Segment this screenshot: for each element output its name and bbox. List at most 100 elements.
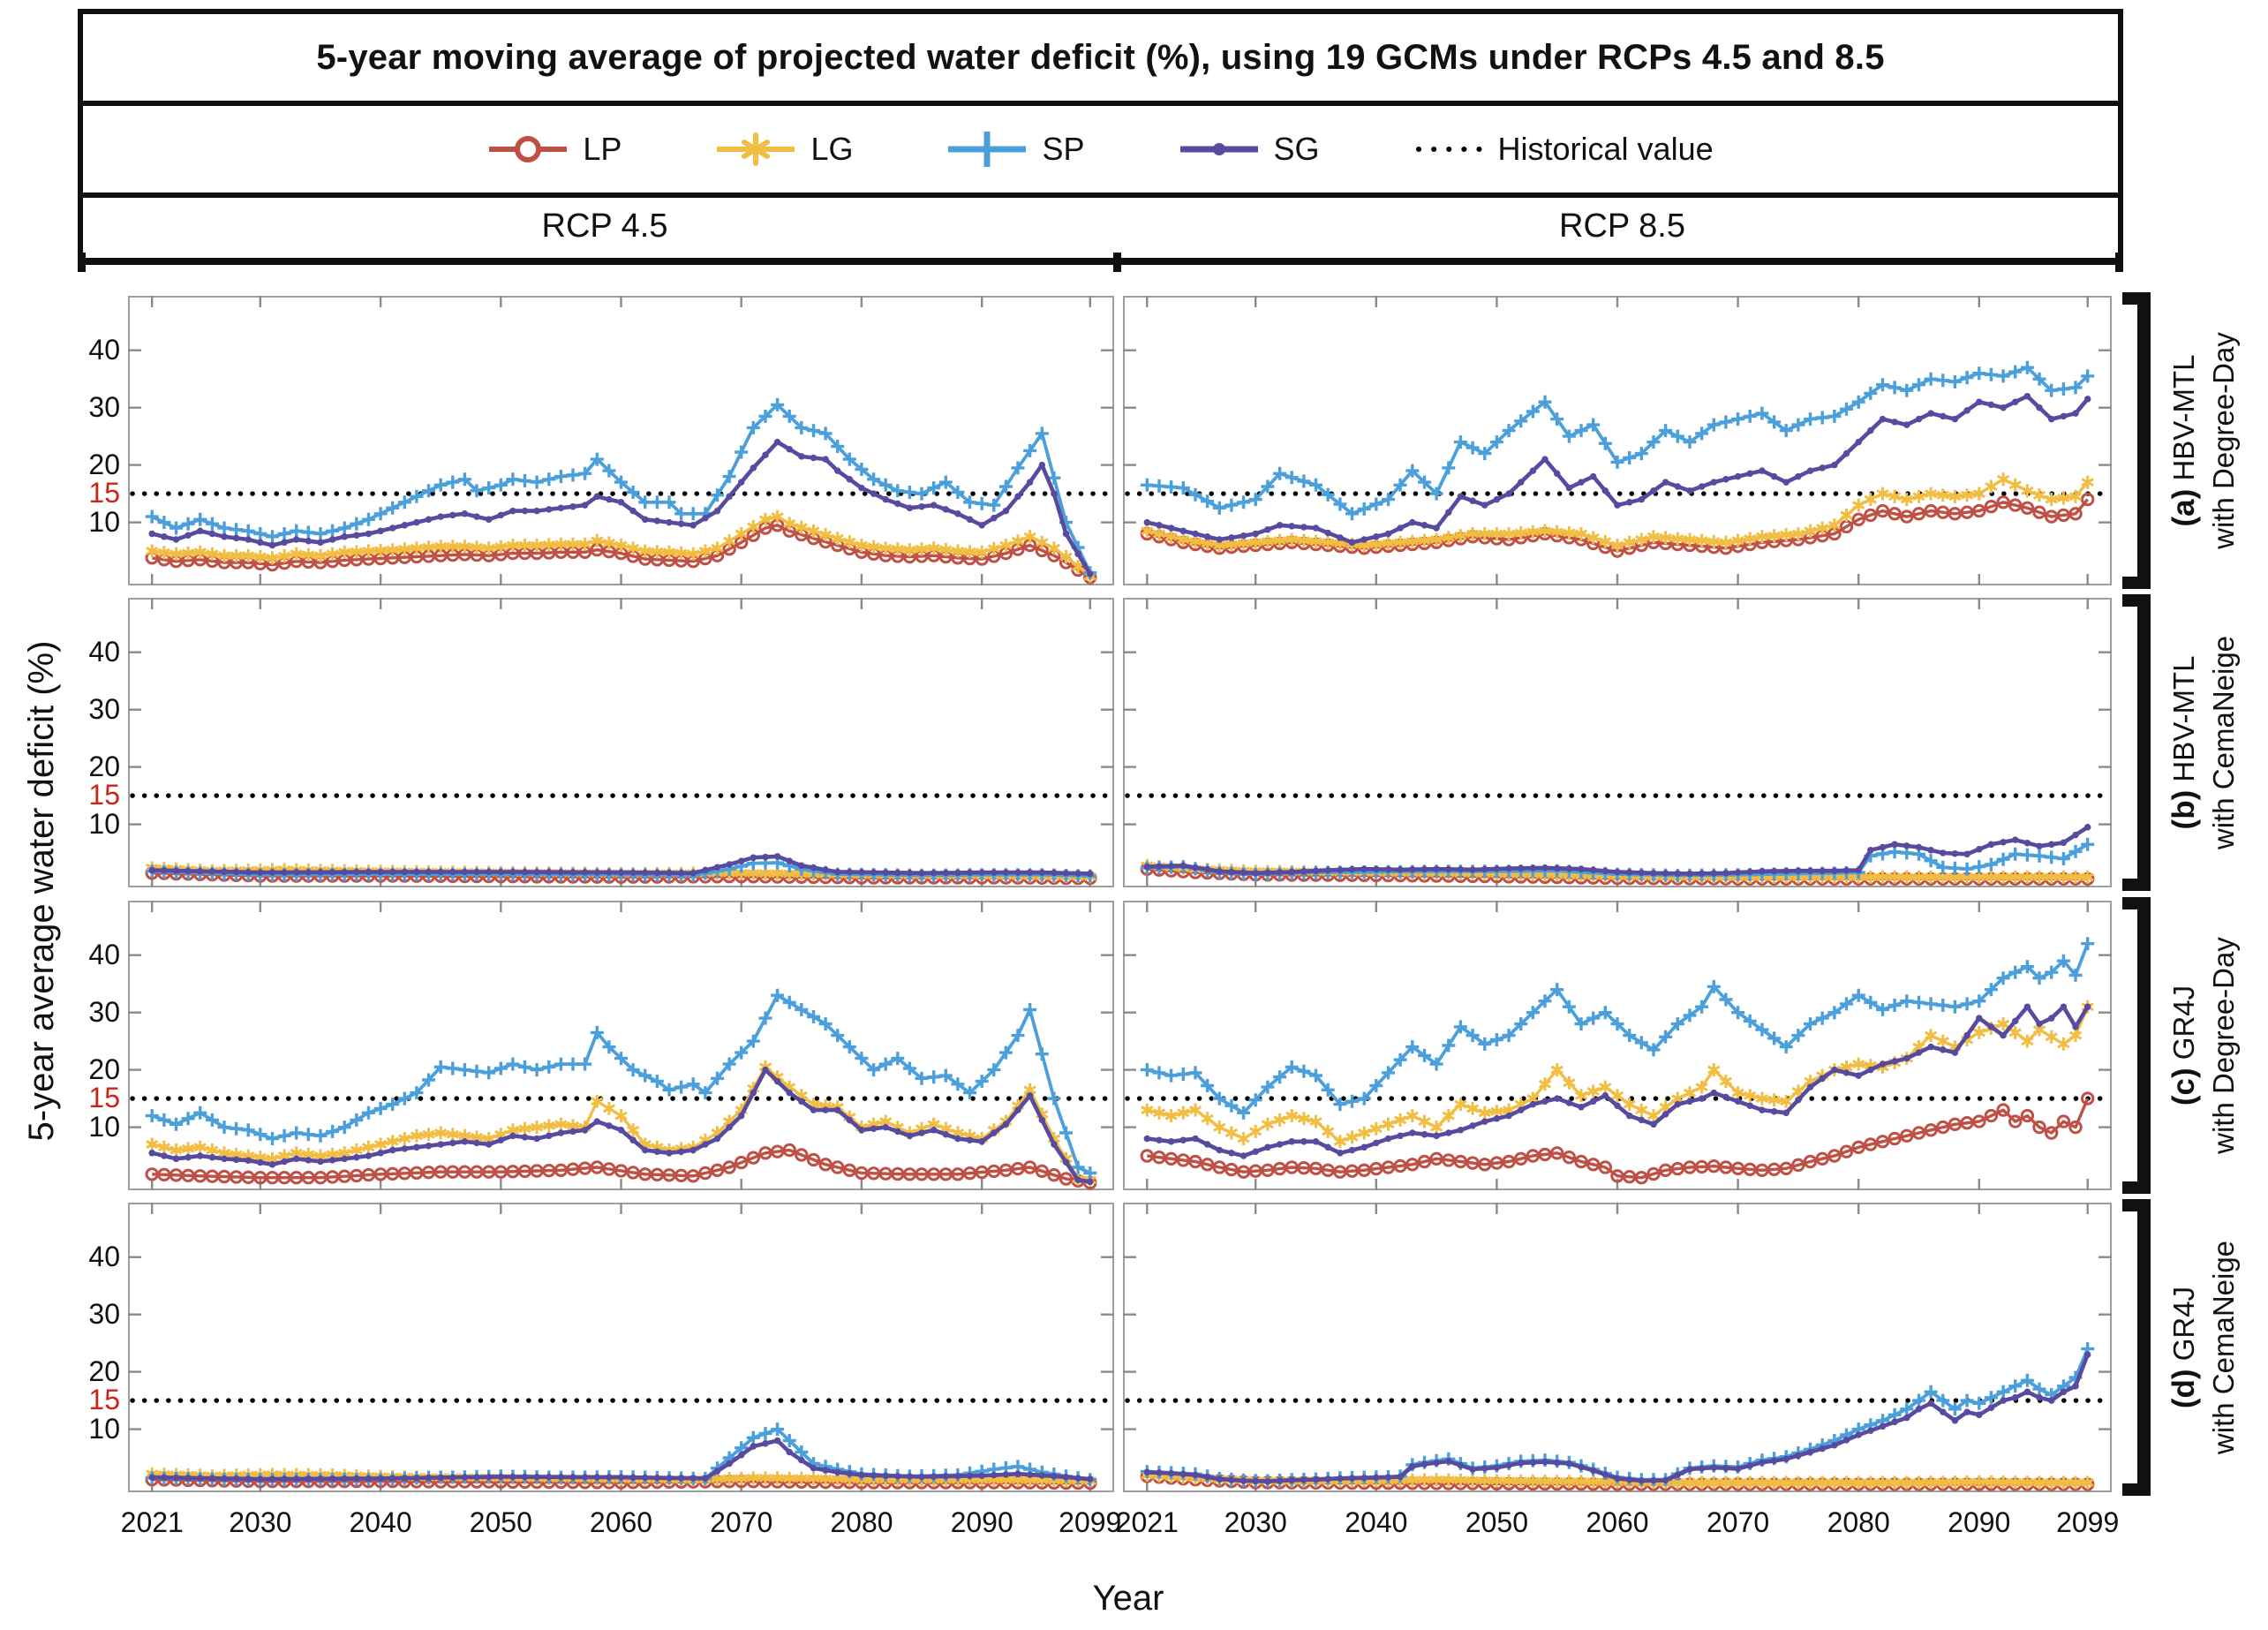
panel-c-rcp85 — [1123, 901, 2112, 1190]
y-tick-label-historical: 15 — [88, 1082, 120, 1114]
scenario-bracket-cap-left — [78, 253, 86, 272]
legend-label-sp: SP — [1042, 131, 1085, 167]
x-tick-label: 2050 — [469, 1506, 532, 1538]
figure-title: 5-year moving average of projected water… — [83, 14, 2118, 106]
y-tick-label: 20 — [88, 1053, 120, 1085]
x-tick-label: 2090 — [950, 1506, 1013, 1538]
legend-item-sg: SG — [1179, 131, 1320, 168]
row-bracket-cap — [2122, 879, 2151, 891]
series-line-lp — [1147, 1098, 2090, 1180]
legend-label-lg: LG — [810, 131, 854, 167]
x-tick-label: 2099 — [2056, 1506, 2120, 1538]
sp-plus-icon — [948, 132, 1027, 167]
x-tick-label: 2050 — [1465, 1506, 1528, 1538]
series-markers-sp — [1140, 937, 2095, 1120]
row-label-d: (d) GR4J with CemaNeige — [2163, 1171, 2260, 1524]
series-markers-sg — [1143, 1351, 2091, 1485]
series-markers-lg — [146, 509, 1096, 584]
y-axis-label: 5-year average water deficit (%) — [22, 640, 61, 1142]
series-line-lp — [151, 524, 1091, 579]
row-bracket-cap — [2122, 897, 2151, 909]
row-model-a: HBV-MTL — [2167, 354, 2200, 481]
x-tick-label: 2070 — [710, 1506, 773, 1538]
historical-dotted-line-icon — [1415, 147, 1484, 152]
y-tick-label: 40 — [88, 333, 120, 366]
sg-dot-line-icon — [1179, 143, 1258, 155]
y-tick-label: 40 — [88, 635, 120, 668]
row-method-a: with Degree-Day — [2207, 332, 2241, 549]
legend-item-lp: LP — [487, 131, 622, 168]
panel-d-rcp85 — [1123, 1203, 2112, 1492]
y-tick-label: 30 — [88, 692, 120, 725]
row-model-b: HBV-MTL — [2167, 655, 2200, 782]
x-tick-label: 2070 — [1706, 1506, 1770, 1538]
row-method-c: with Degree-Day — [2207, 937, 2241, 1154]
row-method-b: with CemaNeige — [2207, 635, 2241, 850]
row-tag-a: (a) — [2166, 488, 2201, 527]
y-tick-label: 10 — [88, 807, 120, 840]
series-markers-sg — [1143, 392, 2091, 547]
x-tick-label: 2040 — [1345, 1506, 1408, 1538]
row-model-c: GR4J — [2167, 985, 2200, 1060]
series-markers-sg — [148, 1066, 1094, 1186]
x-tick-label: 2060 — [589, 1506, 653, 1538]
y-tick-label: 40 — [88, 938, 120, 970]
scenario-band: RCP 4.5 RCP 8.5 — [83, 198, 2118, 254]
x-tick-label: 2021 — [1115, 1506, 1179, 1538]
y-tick-label: 40 — [88, 1240, 120, 1272]
row-method-d: with CemaNeige — [2207, 1240, 2241, 1455]
y-tick-label-historical: 15 — [88, 779, 120, 811]
x-tick-label: 2021 — [120, 1506, 184, 1538]
y-tick-label: 20 — [88, 448, 120, 480]
row-tag-d: (d) — [2166, 1369, 2201, 1409]
scenario-bracket-cap-middle — [1113, 253, 1121, 272]
y-tick-label: 10 — [88, 505, 120, 538]
row-label-b: (b) HBV-MTL with CemaNeige — [2163, 566, 2260, 919]
panel-c-rcp45 — [128, 901, 1114, 1190]
row-label-c: (c) GR4J with Degree-Day — [2163, 869, 2260, 1222]
row-bracket-cap — [2122, 1483, 2151, 1496]
y-tick-label: 20 — [88, 750, 120, 782]
lp-open-circle-icon — [489, 136, 568, 162]
x-tick-label: 2099 — [1059, 1506, 1122, 1538]
series-line-sg — [1146, 394, 2090, 545]
row-bracket-cap — [2122, 1199, 2151, 1211]
series-line-lp — [152, 1148, 1091, 1185]
series-markers-lp — [145, 518, 1097, 585]
x-tick-label: 2080 — [1827, 1506, 1890, 1538]
row-bracket-cap — [2122, 594, 2151, 607]
row-bracket-cap — [2122, 577, 2151, 589]
lg-asterisk-icon — [717, 132, 795, 166]
series-markers-sg — [1143, 1003, 2091, 1159]
series-markers-sp — [145, 988, 1097, 1180]
row-bracket-cap — [2122, 1181, 2151, 1194]
series-markers-sp — [1140, 360, 2095, 521]
row-bracket — [2137, 296, 2151, 585]
panel-d-rcp45 — [128, 1203, 1114, 1492]
legend-item-historical: Historical value — [1413, 131, 1714, 168]
x-tick-label: 2030 — [1224, 1506, 1287, 1538]
series-markers-lp — [145, 1143, 1097, 1190]
y-tick-label: 30 — [88, 995, 120, 1028]
series-line-lg — [151, 1065, 1090, 1181]
y-tick-label: 10 — [88, 1412, 120, 1445]
legend: LP LG SP SG — [83, 106, 2118, 198]
legend-item-lg: LG — [715, 130, 853, 169]
series-markers-sp — [145, 397, 1097, 580]
y-tick-label: 30 — [88, 390, 120, 423]
y-tick-label: 30 — [88, 1297, 120, 1330]
y-tick-label: 20 — [88, 1355, 120, 1387]
series-line-sg — [1147, 1354, 2090, 1483]
series-markers-lp — [1140, 1091, 2095, 1185]
x-axis-label: Year — [1092, 1579, 1164, 1618]
x-tick-label: 2040 — [349, 1506, 412, 1538]
row-tag-b: (b) — [2166, 789, 2201, 830]
legend-label-lp: LP — [583, 131, 622, 167]
x-tick-label: 2060 — [1586, 1506, 1649, 1538]
x-tick-label: 2080 — [830, 1506, 893, 1538]
row-tag-c: (c) — [2166, 1068, 2201, 1106]
scenario-bracket-cap-right — [2115, 253, 2123, 272]
series-markers-sg — [148, 438, 1094, 577]
x-tick-label: 2030 — [229, 1506, 292, 1538]
panel-b-rcp45 — [128, 598, 1114, 887]
